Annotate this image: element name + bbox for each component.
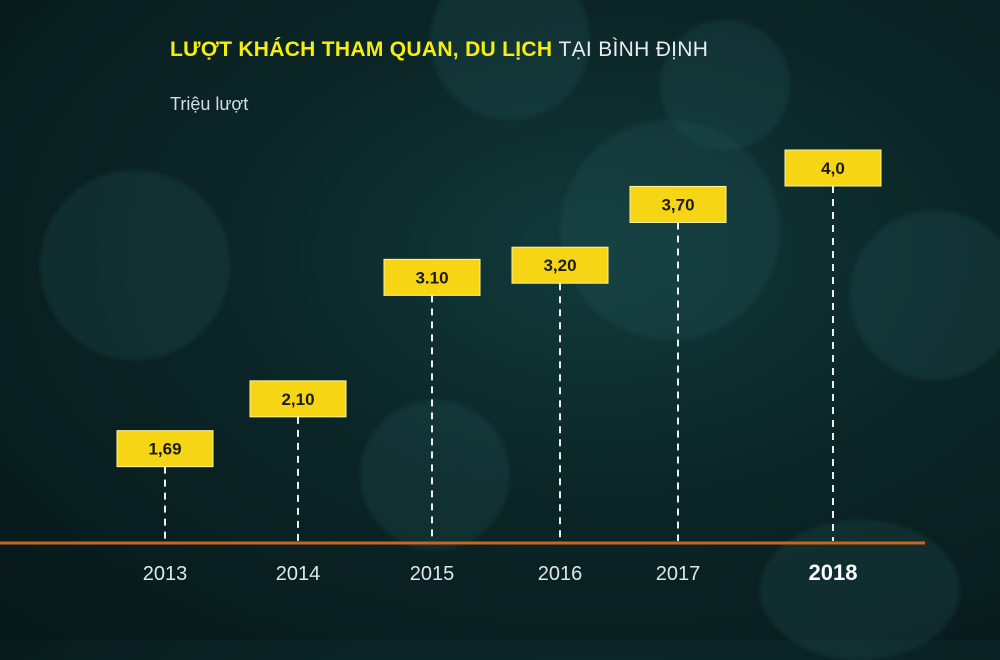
x-tick-label: 2018 — [809, 560, 858, 585]
chart-title-rest: TẠI BÌNH ĐỊNH — [558, 38, 709, 61]
x-tick-label: 2014 — [276, 563, 321, 585]
background-bubble — [40, 170, 230, 360]
value-label: 3,70 — [661, 195, 694, 214]
value-box — [629, 185, 727, 223]
background-bubble — [560, 120, 780, 340]
value-label: 1,69 — [148, 440, 181, 459]
x-tick-label: 2017 — [656, 563, 701, 585]
x-tick-label: 2015 — [410, 563, 455, 585]
value-box — [383, 258, 481, 296]
background-bubble — [660, 20, 790, 150]
unit-label: Triệu lượt — [170, 94, 249, 114]
background-bubble — [360, 400, 510, 550]
value-box — [116, 430, 214, 468]
value-box — [511, 246, 609, 284]
value-label: 3.10 — [415, 268, 448, 287]
chart-canvas: 1,69 2013 2,10 2014 3.10 2015 3,20 2016 3,70 2017… — [0, 149, 925, 585]
value-label: 3,20 — [543, 256, 576, 275]
value-box — [249, 380, 347, 418]
background-bubble — [850, 210, 1000, 380]
value-label: 2,10 — [281, 390, 314, 409]
chart-title-highlight: LƯỢT KHÁCH THAM QUAN, DU LỊCH — [170, 38, 553, 61]
value-label: 4,0 — [821, 159, 845, 178]
x-tick-label: 2013 — [143, 563, 188, 585]
chart-title: LƯỢT KHÁCH THAM QUAN, DU LỊCH TẠI BÌNH Đ… — [170, 38, 708, 62]
value-box — [784, 149, 882, 187]
x-tick-label: 2016 — [538, 563, 583, 585]
